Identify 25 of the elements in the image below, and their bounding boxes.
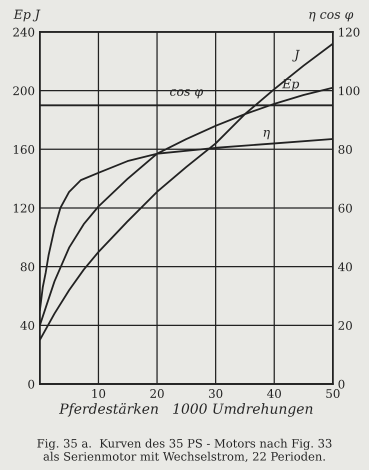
y-tick-label: 160 [14, 145, 34, 154]
y-axis-title: Ep J [14, 10, 40, 22]
y-tick-label: 120 [14, 204, 34, 213]
y-tick-label: 200 [13, 86, 34, 96]
x-tick-label: 10 [92, 389, 106, 398]
x-tick-label: 40 [267, 389, 281, 398]
y-tick-label: 80 [20, 262, 34, 272]
x-tick-label: 20 [150, 389, 164, 398]
caption: Fig. 35 a. Kurven des 35 PS - Motors nach Fig. 33 als Serienmotor mit Wechselstrom, 22 Perioden. [37, 438, 332, 462]
y2-tick-label: 80 [338, 145, 352, 154]
series-label: J [292, 50, 300, 62]
x-tick-label: 50 [326, 389, 340, 398]
x-axis-title: Pferdestärken 1000 Umdrehungen [59, 403, 312, 417]
y2-tick-label: 60 [338, 204, 352, 213]
series-label: η [264, 130, 270, 140]
y2-tick-label: 0 [338, 380, 344, 389]
y-tick-label: 40 [20, 321, 34, 330]
y2-axis-title: η cos φ [309, 12, 354, 22]
y2-tick-label: 40 [338, 262, 352, 272]
y2-tick-label: 20 [338, 321, 352, 330]
x-tick-label: 30 [209, 389, 222, 398]
y2-tick-label: 120 [339, 28, 360, 37]
y2-tick-label: 100 [339, 86, 360, 96]
y-tick-label: 0 [28, 380, 34, 389]
y-tick-label: 240 [13, 28, 34, 37]
